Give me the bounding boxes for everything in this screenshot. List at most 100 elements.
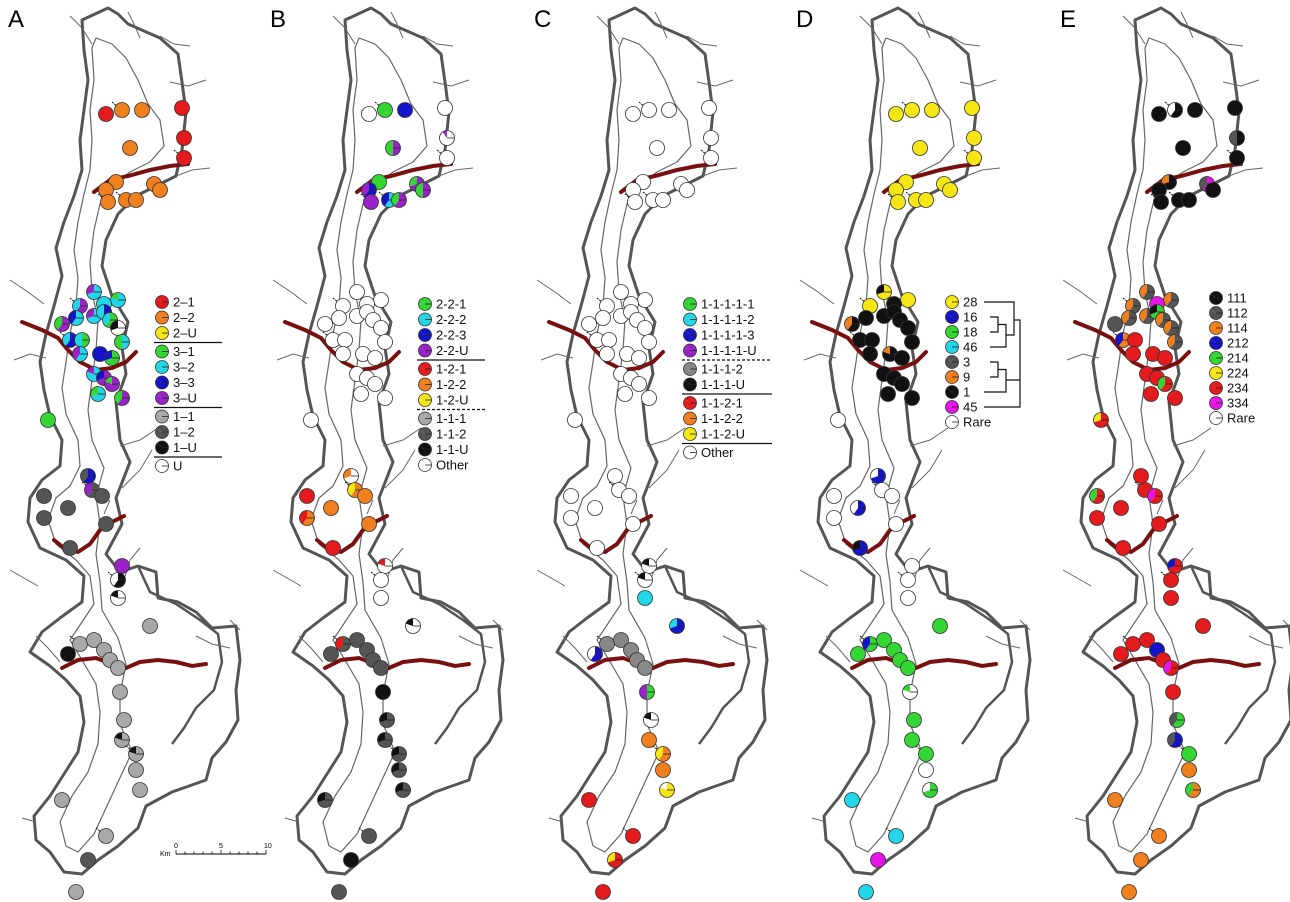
legend-swatch-2 — [945, 325, 959, 339]
legend-label-7: 3–U — [173, 391, 197, 406]
pie-c-34 — [641, 390, 657, 406]
legend-swatch-9 — [418, 411, 432, 426]
pie-d-47-slice — [932, 618, 948, 634]
pie-a-54 — [112, 684, 128, 700]
stream-3 — [959, 79, 997, 87]
pie-a-4-slice — [176, 130, 192, 146]
legend-swatch-4 — [945, 355, 959, 369]
legend-swatch-10 — [418, 427, 432, 441]
legend-label-0: 28 — [963, 295, 977, 310]
stream-2 — [686, 35, 718, 47]
legend-swatch-0 — [945, 295, 959, 309]
pie-c-0-slice — [625, 106, 641, 122]
pie-d-61-slice — [888, 828, 904, 844]
pie-d-29 — [894, 350, 910, 366]
pie-c-61-slice — [625, 828, 641, 844]
legend-swatch-1 — [418, 312, 432, 327]
pie-b-33 — [367, 376, 383, 392]
legend-label-5: 3–2 — [173, 360, 195, 375]
stream-6 — [1066, 353, 1100, 361]
legend-label-8: Rare — [963, 415, 991, 430]
pie-b-63-slice — [331, 884, 347, 900]
legend-label-5: 224 — [1227, 366, 1249, 381]
pie-c-26 — [601, 332, 617, 348]
pie-d-46 — [900, 590, 916, 606]
stream-7 — [1172, 427, 1212, 447]
pie-c-42-slice — [625, 516, 641, 532]
pie-a-55 — [116, 712, 132, 728]
pie-c-32-slice — [617, 386, 633, 402]
stream-1 — [654, 11, 668, 39]
pie-c-40 — [587, 500, 603, 516]
pie-b-49-slice-1 — [335, 636, 343, 651]
pie-a-39-slice — [36, 510, 52, 526]
stream-13 — [492, 619, 504, 631]
legend-swatch-2 — [683, 328, 697, 342]
pie-c-4 — [703, 130, 719, 146]
pie-b-59-slice-1 — [395, 782, 403, 793]
pie-b-5 — [439, 150, 455, 166]
legend-label-6: 1-2-2 — [436, 377, 466, 392]
stream-9 — [799, 569, 829, 587]
pie-c-27-slice — [599, 346, 615, 362]
pie-a-31-slice-1 — [96, 370, 104, 381]
pie-d-18 — [858, 310, 874, 326]
pie-e-26 — [1127, 332, 1143, 348]
barrier-line-3 — [1113, 655, 1261, 671]
pie-d-39-slice — [826, 510, 842, 526]
barrier-line-1 — [283, 320, 401, 373]
pie-e-27 — [1125, 346, 1141, 362]
pie-b-43-slice — [325, 540, 341, 556]
stream-10 — [123, 547, 141, 581]
pie-a-59 — [132, 782, 148, 798]
pie-c-47 — [669, 618, 685, 634]
panel-letter-a: A — [8, 6, 25, 33]
pie-e-44-slice-1 — [1167, 558, 1175, 569]
legend-swatch-12 — [683, 445, 697, 460]
pie-d-13 — [890, 194, 906, 210]
pie-d-57 — [918, 746, 934, 762]
pie-b-6 — [385, 140, 401, 156]
pie-b-53 — [373, 660, 389, 676]
pie-c-1 — [641, 102, 657, 118]
stream-14 — [103, 499, 111, 515]
pie-c-24-slice — [581, 316, 597, 332]
legend-label-3: 1-1-1-1-U — [701, 343, 757, 358]
pie-e-32 — [1143, 386, 1159, 402]
pie-e-40 — [1113, 500, 1129, 516]
pie-e-50 — [1139, 632, 1155, 648]
pie-e-2-slice — [1187, 102, 1203, 118]
pie-e-56-slice-1 — [1167, 732, 1175, 747]
pie-b-41-slice — [357, 488, 373, 504]
pie-c-26-slice — [601, 332, 617, 348]
pie-a-59-slice — [132, 782, 148, 798]
pie-a-35-slice — [40, 412, 56, 428]
legend-swatch-6 — [683, 377, 697, 392]
pie-a-40-slice — [60, 500, 76, 516]
legend-swatch-0 — [418, 297, 432, 311]
legend-label-9: 1-1-2-2 — [701, 411, 743, 426]
pie-c-4-slice — [703, 130, 719, 146]
pie-b-50-slice — [349, 632, 365, 648]
pie-c-41 — [621, 488, 637, 504]
pie-a-47-slice — [142, 618, 158, 634]
stream-7 — [646, 427, 686, 447]
stream-2 — [1212, 35, 1244, 47]
pie-a-55-slice — [116, 712, 132, 728]
pie-d-6 — [912, 140, 928, 156]
pie-e-49 — [1125, 636, 1141, 652]
pie-b-43 — [325, 540, 341, 556]
pie-c-56 — [641, 732, 657, 748]
legend-label-12: Other — [436, 458, 469, 473]
pie-c-61 — [625, 828, 641, 844]
legend-swatch-8 — [945, 415, 959, 429]
legend-swatch-7 — [945, 400, 959, 414]
stream-10 — [1176, 547, 1194, 581]
pie-b-24 — [317, 316, 333, 332]
legend-label-8: 1-1-2-1 — [701, 396, 743, 411]
pie-e-0-slice — [1151, 106, 1167, 122]
pie-e-24-slice — [1107, 316, 1123, 332]
pie-b-14 — [349, 284, 365, 300]
map-panel-b — [272, 6, 505, 876]
pie-a-42 — [98, 516, 114, 532]
